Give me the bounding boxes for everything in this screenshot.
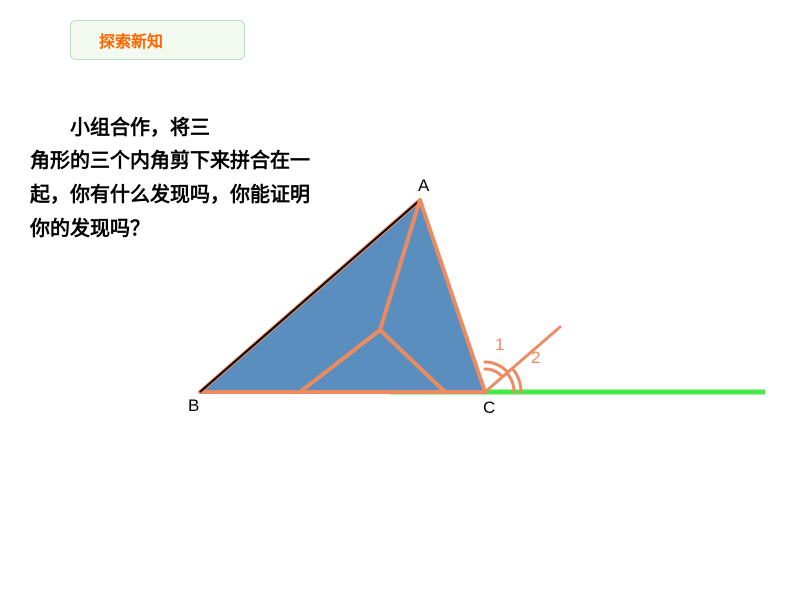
angle-arc-2b bbox=[507, 373, 514, 392]
angle-arc-1b bbox=[485, 369, 502, 377]
vertex-label-c: C bbox=[483, 398, 495, 418]
header-tab-label: 探索新知 bbox=[99, 28, 163, 52]
vertex-label-a: A bbox=[418, 176, 429, 196]
instruction-text-line1: 小组合作，将三 bbox=[30, 112, 310, 145]
triangle-fill bbox=[200, 200, 485, 392]
angle-label-1: 1 bbox=[495, 335, 504, 355]
vertex-label-b: B bbox=[188, 396, 199, 416]
angle-label-2: 2 bbox=[531, 348, 540, 368]
triangle-diagram: A B C 1 2 bbox=[180, 160, 780, 420]
triangle-svg bbox=[180, 160, 780, 420]
header-tab: 探索新知 bbox=[70, 20, 245, 60]
